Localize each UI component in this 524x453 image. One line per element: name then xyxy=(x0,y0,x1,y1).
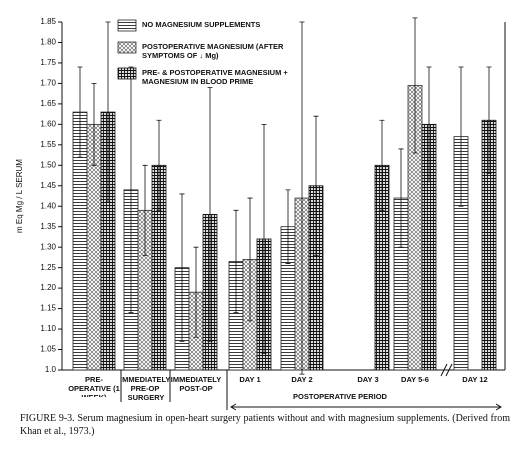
legend-swatch xyxy=(117,67,137,80)
error-bar xyxy=(426,66,432,183)
y-tick-label: 1.80 xyxy=(40,38,56,47)
y-tick-label: 1.0 xyxy=(45,365,57,374)
y-axis-label: m Eq Mg / L SERUM xyxy=(15,159,24,233)
error-bar xyxy=(77,66,83,158)
error-bar xyxy=(207,87,213,342)
error-bar xyxy=(398,148,404,248)
axis-break xyxy=(440,363,453,377)
y-tick-label: 1.65 xyxy=(40,99,56,108)
error-bar xyxy=(179,193,185,342)
y-tick-label: 1.20 xyxy=(40,283,56,292)
y-tick-label: 1.85 xyxy=(40,17,56,26)
error-bar xyxy=(379,119,385,211)
y-tick-label: 1.30 xyxy=(40,242,56,251)
error-bar xyxy=(233,209,239,314)
error-bar xyxy=(193,246,199,338)
y-tick-label: 1.25 xyxy=(40,263,56,272)
error-bar xyxy=(156,119,162,211)
x-tick-label-box: DAY 2 xyxy=(291,375,313,384)
legend-label: PRE- & POSTOPERATIVE MAGNESIUM + MAGNESI… xyxy=(142,68,288,86)
legend-label: POSTOPERATIVE MAGNESIUM (AFTER SYMPTOMS … xyxy=(142,42,284,60)
y-tick-label: 1.55 xyxy=(40,140,56,149)
legend-swatch xyxy=(117,19,137,32)
caption: FIGURE 9-3. Serum magnesium in open-hear… xyxy=(20,413,510,437)
x-tick-label: PRE-OPERATIVE (1 WEEK) xyxy=(68,375,120,397)
x-tick-label: DAY 2 xyxy=(291,375,313,384)
y-tick-label: 1.50 xyxy=(40,160,56,169)
x-tick-label-box: DAY 3 xyxy=(357,375,379,384)
x-tick-label-box: DAY 12 xyxy=(462,375,488,384)
x-tick-label: IMMEDIATELY PRE-OP xyxy=(120,375,170,393)
y-tick-label: 1.70 xyxy=(40,79,56,88)
error-bar xyxy=(458,66,464,207)
y-tick-label: 1.40 xyxy=(40,201,56,210)
caption-box: FIGURE 9-3. Serum magnesium in open-hear… xyxy=(20,413,510,437)
annotation: SURGERY xyxy=(128,393,165,402)
y-tick-label: 1.05 xyxy=(40,345,56,354)
error-bar xyxy=(285,189,291,264)
error-bar xyxy=(261,123,267,355)
error-bar xyxy=(142,164,148,256)
legend-swatch xyxy=(117,41,137,54)
x-tick-label: DAY 1 xyxy=(239,375,261,384)
period-arrow xyxy=(230,403,502,411)
y-tick-label: 1.15 xyxy=(40,304,56,313)
error-bar xyxy=(299,21,305,375)
y-tick-label: 1.60 xyxy=(40,119,56,128)
error-bar xyxy=(412,17,418,154)
x-tick-label-box: DAY 1 xyxy=(239,375,261,384)
y-tick-label: 1.35 xyxy=(40,222,56,231)
x-tick-label: DAY 3 xyxy=(357,375,379,384)
error-bar xyxy=(486,66,492,174)
y-tick-label: 1.75 xyxy=(40,58,56,67)
x-tick-label-box: DAY 5-6 xyxy=(401,375,429,384)
error-bar xyxy=(247,197,253,322)
legend-label-box: NO MAGNESIUM SUPPLEMENTS xyxy=(142,20,261,29)
y-tick-label: 1.10 xyxy=(40,324,56,333)
legend-label-box: POSTOPERATIVE MAGNESIUM (AFTER SYMPTOMS … xyxy=(142,42,284,60)
error-bar xyxy=(128,66,134,314)
x-tick-label: DAY 12 xyxy=(462,375,488,384)
annotation: POSTOPERATIVE PERIOD xyxy=(293,392,387,401)
error-bar xyxy=(313,115,319,256)
x-tick-label-box: IMMEDIATELY PRE-OP xyxy=(120,375,170,393)
y-tick-label: 1.45 xyxy=(40,181,56,190)
error-bar xyxy=(91,83,97,166)
legend-label-box: PRE- & POSTOPERATIVE MAGNESIUM + MAGNESI… xyxy=(142,68,288,86)
error-bar xyxy=(105,21,111,203)
x-tick-label: DAY 5-6 xyxy=(401,375,429,384)
x-tick-label-box: PRE-OPERATIVE (1 WEEK) xyxy=(68,375,120,397)
legend-label: NO MAGNESIUM SUPPLEMENTS xyxy=(142,20,261,29)
x-tick-label: IMMEDIATELY POST-OP xyxy=(170,375,222,393)
x-tick-label-box: IMMEDIATELY POST-OP xyxy=(170,375,222,393)
